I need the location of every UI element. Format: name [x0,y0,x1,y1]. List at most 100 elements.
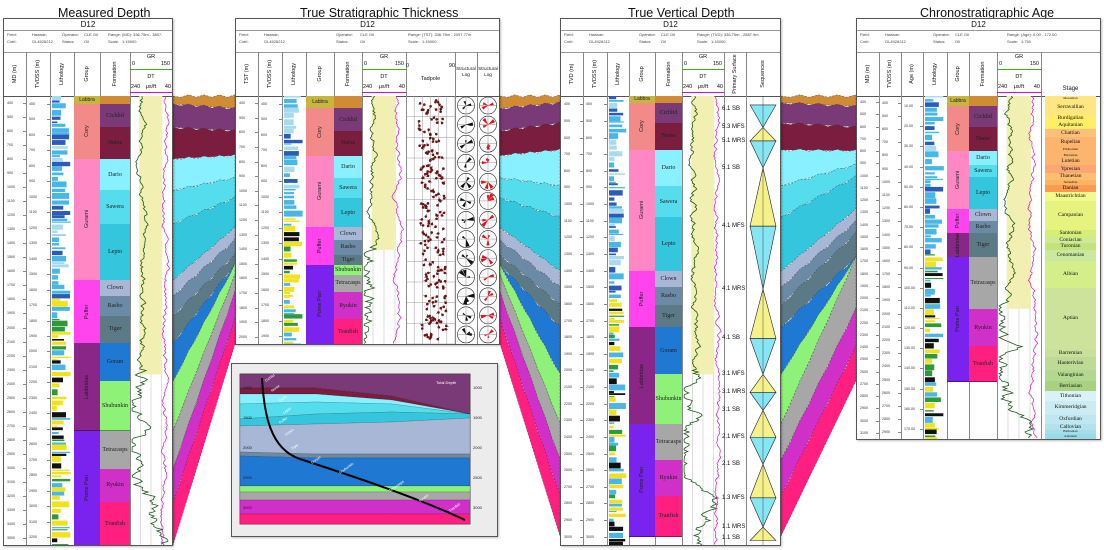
depth-tick-label: 2700 [586,484,594,489]
depth-tick-label: 500 [7,115,13,120]
gr-dt-header: GR 0 150 DT 240 μs/ft 40 [362,52,407,97]
depth-tick-label: 600 [860,124,866,129]
depth-tick-label: 70.00 [904,225,913,230]
group-pome-pan: Pome Pan [629,423,655,538]
tvd-log-panel[interactable]: D12 Field: Hawsan Cntrl: GL4926212 Operato… [560,18,781,546]
age-track: 10.00 20.00 30.00 40.00 50.00 60.00 70.00 80.00… [901,96,924,439]
formation-label: Clown [974,212,992,219]
formation-cichlid: Cichlid [334,108,362,132]
depth-tick-label: 2100 [29,364,37,369]
formation-label: Goram [660,347,677,354]
md-log-panel[interactable]: D12 Field: Hawsan Cntrl: GL4926212 Operato… [3,18,173,546]
cross-section-panel[interactable]: 1000 1500 2000 2500 3000 1000 1500 2000 2500 3000… [231,363,498,537]
depth-tick-label: 500 [564,118,570,123]
structural-log-track-2 [477,96,499,344]
depth-tick-label: 2800 [860,394,868,399]
gr-dt-track [130,96,172,545]
group-gurami: Gurami [947,150,969,211]
age-header: Age (m) [901,52,924,97]
section-right-tick: 2000 [473,445,483,450]
rose-diagrams [457,96,475,344]
depth-tick-label: 2200 [860,320,868,325]
section-callout: Nurse [270,384,280,393]
formation-tetracasps: Tetracasps [655,423,682,461]
depth-tick-label: 1000 [7,185,15,190]
formation-lepto: Lepto [969,176,997,211]
formation-label: Sawera [106,204,124,211]
depth-tick-label: 900 [239,174,245,179]
depth-tick-label: 1700 [29,303,37,308]
depth-tick-label: 1700 [239,290,247,295]
depth-tick-label: 500 [261,117,267,122]
correlation-band [172,273,236,469]
depth-tick-label: 160.00 [904,406,915,411]
depth-tick-label: 400 [239,101,245,106]
tst-header: TST (m) [236,52,259,97]
depth-tick-label: 2600 [882,390,890,395]
formation-label: Tetracasps [335,280,361,287]
depth-tick-label: 3000 [860,418,868,423]
formation-tranfish: Tranfish [655,495,682,538]
structural-log-header-1: Structural Log [455,52,478,97]
formation-clown: Clown [655,271,682,288]
depth-tick-label: 2500 [564,451,572,456]
group-label: Gurami [317,182,323,201]
depth-tick-label: 1800 [860,271,868,276]
section-left-tick: 3000 [243,505,253,510]
section-right-tick: 1000 [473,385,483,390]
section-callout: Darfo [278,394,288,402]
depth-tick-label: 900 [882,166,888,171]
depth-tick-label: 600 [29,132,35,137]
gr-dt-header: GR 0 150 DT 240 μs/ft 40 [997,52,1042,97]
depth-tick-label: 1300 [564,251,572,256]
depth-tick-label: 1100 [29,210,37,215]
formation-nurse: Nurse [334,130,362,157]
formation-labbra [334,96,362,110]
formation-label: Tiger [108,326,122,333]
formation-label: Rasbo [661,292,676,299]
tst-log-panel[interactable]: D12 Field: Hawsan Cntrl: GL4926212 Operato… [235,18,500,345]
depth-tick-label: 40.00 [904,164,913,169]
formation-label: Tiger [662,313,675,319]
structural-log-header-2: Structural Log [477,52,499,97]
cross-section-plot: 1000 1500 2000 2500 3000 1000 1500 2000 2500 3000… [239,373,483,525]
formation-header: Formation [100,52,131,97]
depth-tick-label: 2200 [29,380,37,385]
well-metadata: Field: Hawsan Cntrl: GL4926212 Operator: CL… [857,30,1100,53]
depth-tick-label: 1700 [261,303,269,308]
depth-tick-label: 1400 [7,241,15,246]
section-callout: Clown [284,428,294,437]
depth-tick-label: 1200 [860,198,868,203]
depth-tick-label: 3100 [7,479,15,484]
depth-tick-label: 2400 [29,411,37,416]
section-callout: Goram [310,455,321,465]
depth-tick-label: 1200 [261,225,269,230]
section-layer [239,513,471,525]
formation-dario: Dario [969,150,997,166]
depth-tick-label: 2800 [564,501,572,506]
formation-label: Dario [976,154,990,161]
formation-label: Dario [661,164,676,171]
depth-tick-label: 600 [564,135,570,140]
age-log-panel[interactable]: D12 Field: Hawsan Cntrl: GL4926212 Operato… [856,18,1101,440]
primary-surface-label: 1.1 SB [722,535,741,542]
formation-track: Cichlid Nurse Dario Sawera Lepto Clown Rasbo Ti… [100,96,131,545]
depth-tick-label: 1600 [7,269,15,274]
formation-label: Rasbo [107,302,123,309]
group-header: Group [306,52,335,97]
depth-tick-label: 700 [239,145,245,150]
correlation-band [780,122,857,152]
formation-tetracasps: Tetracasps [100,430,130,470]
depth-tick-label: 600 [261,132,267,137]
formation-track: Cichlid Nurse Dario Sawera Lepto Clown Rasbo Ti… [969,96,998,439]
depth-tick-label: 1900 [261,334,269,339]
depth-tick-label: 1600 [261,287,269,292]
depth-tick-label: 800 [882,153,888,158]
formation-label: Tranfish [104,520,126,527]
depth-tick-label: 1200 [882,206,890,211]
tvdss-header: TVDSS (m) [879,52,902,97]
depth-tick-label: 1800 [7,297,15,302]
depth-tick-label: 2000 [7,325,15,330]
depth-tick-label: 2100 [860,308,868,313]
depth-tick-label: 3000 [29,504,37,509]
